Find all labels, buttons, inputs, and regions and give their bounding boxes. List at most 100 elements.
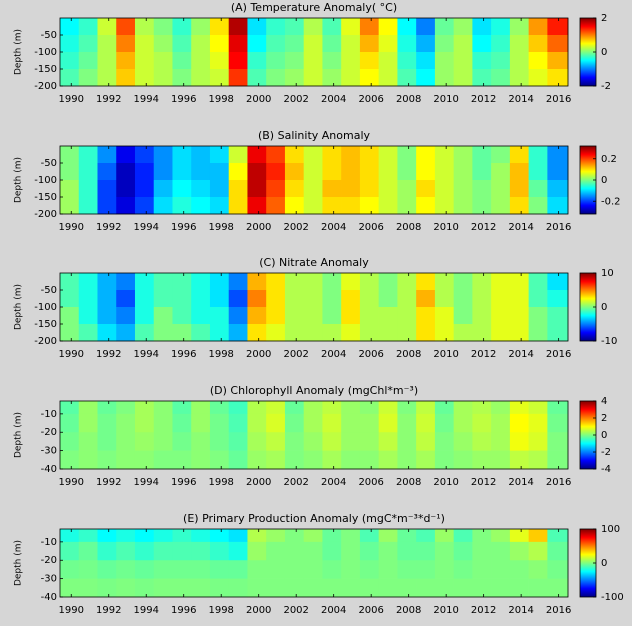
- heatmap-cell: [416, 69, 436, 87]
- heatmap-cell: [453, 35, 473, 53]
- heatmap-cell: [172, 197, 192, 215]
- heatmap-cell: [209, 180, 230, 198]
- x-tick-label: 2000: [246, 222, 271, 233]
- heatmap-cell: [378, 197, 398, 215]
- heatmap-cell: [528, 18, 548, 36]
- heatmap-cell: [322, 401, 342, 415]
- heatmap-cell: [434, 450, 454, 470]
- heatmap-cell: [472, 401, 492, 415]
- heatmap-cell: [453, 180, 473, 198]
- heatmap-cell: [528, 307, 548, 325]
- heatmap-cell: [434, 163, 454, 181]
- heatmap-cell: [78, 146, 98, 164]
- heatmap-cell: [453, 529, 473, 543]
- heatmap-cell: [153, 541, 173, 561]
- heatmap-cell: [97, 560, 117, 579]
- heatmap-cell: [116, 432, 136, 451]
- heatmap-cell: [397, 432, 417, 451]
- heatmap-cell: [134, 35, 155, 53]
- heatmap-cell: [134, 52, 155, 70]
- heatmap-cell: [247, 290, 267, 308]
- heatmap-cell: [153, 290, 173, 308]
- y-tick-label: -50: [41, 30, 57, 41]
- heatmap-cell: [303, 541, 323, 561]
- heatmap-cell: [528, 578, 548, 598]
- heatmap-cell: [284, 52, 304, 70]
- heatmap-cell: [116, 18, 136, 36]
- colorbar-tick-label: -10: [601, 336, 617, 347]
- heatmap-cell: [453, 413, 473, 433]
- heatmap-cell: [547, 307, 569, 325]
- heatmap-cell: [153, 432, 173, 451]
- heatmap-cell: [209, 52, 230, 70]
- heatmap-cell: [116, 52, 136, 70]
- heatmap-cell: [453, 18, 473, 36]
- heatmap-cell: [434, 560, 454, 579]
- heatmap-cell: [509, 163, 529, 181]
- heatmap-cell: [284, 529, 304, 543]
- heatmap-cell: [191, 324, 211, 342]
- y-tick-label: -150: [34, 319, 57, 330]
- heatmap-cell: [359, 180, 379, 198]
- heatmap-cell: [434, 146, 454, 164]
- heatmap-cell: [209, 578, 230, 598]
- heatmap-cell: [303, 197, 323, 215]
- heatmap-cell: [453, 290, 473, 308]
- x-tick-label: 1994: [134, 605, 159, 616]
- heatmap-cell: [153, 180, 173, 198]
- heatmap-cell: [172, 273, 192, 291]
- y-tick-label: -200: [34, 209, 57, 220]
- heatmap-cell: [78, 401, 98, 415]
- heatmap-cell: [191, 197, 211, 215]
- heatmap-cell: [191, 541, 211, 561]
- heatmap-cell: [359, 324, 379, 342]
- heatmap-cell: [228, 18, 248, 36]
- heatmap-cell: [322, 450, 342, 470]
- y-axis-label: Depth (m): [14, 540, 24, 586]
- x-tick-label: 2008: [396, 605, 421, 616]
- x-tick-label: 1992: [96, 605, 121, 616]
- heatmap-cell: [228, 560, 248, 579]
- heatmap-cell: [97, 163, 117, 181]
- heatmap-cell: [116, 541, 136, 561]
- heatmap-cell: [472, 560, 492, 579]
- heatmap-cell: [416, 197, 436, 215]
- heatmap-cell: [134, 197, 155, 215]
- heatmap-cell: [97, 197, 117, 215]
- heatmap-cell: [97, 273, 117, 291]
- panel-title: (E) Primary Production Anomaly (mgC*m⁻³*…: [183, 512, 445, 525]
- heatmap-cell: [509, 432, 529, 451]
- x-tick-label: 2006: [358, 349, 383, 360]
- colorbar-tick-label: 0.2: [601, 154, 617, 165]
- heatmap-cell: [60, 324, 80, 342]
- heatmap-cell: [134, 69, 155, 87]
- heatmap-cell: [78, 35, 98, 53]
- heatmap-cell: [472, 197, 492, 215]
- heatmap-cell: [228, 35, 248, 53]
- heatmap-cell: [228, 578, 248, 598]
- x-tick-label: 1992: [96, 222, 121, 233]
- heatmap-cell: [97, 290, 117, 308]
- heatmap-cell: [247, 52, 267, 70]
- heatmap-cell: [228, 541, 248, 561]
- heatmap-cell: [378, 413, 398, 433]
- heatmap-cell: [172, 163, 192, 181]
- x-tick-label: 2010: [433, 94, 458, 105]
- heatmap-cell: [378, 529, 398, 543]
- heatmap-cell: [209, 413, 230, 433]
- heatmap-cell: [60, 197, 80, 215]
- heatmap-cell: [284, 69, 304, 87]
- heatmap-cell: [378, 52, 398, 70]
- heatmap-cell: [191, 35, 211, 53]
- heatmap-cell: [472, 529, 492, 543]
- heatmap-cell: [60, 163, 80, 181]
- heatmap-cell: [509, 52, 529, 70]
- heatmap-cell: [134, 432, 155, 451]
- x-tick-label: 1996: [171, 349, 196, 360]
- heatmap-cell: [547, 18, 569, 36]
- heatmap-cell: [60, 560, 80, 579]
- heatmap-cell: [266, 180, 286, 198]
- colorbar-tick-label: -2: [601, 447, 611, 458]
- heatmap-cell: [247, 529, 267, 543]
- heatmap-cell: [434, 401, 454, 415]
